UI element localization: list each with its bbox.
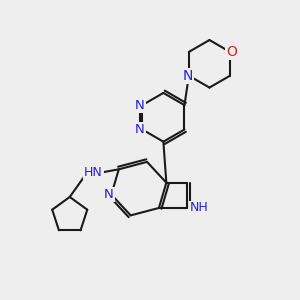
- Text: N: N: [104, 188, 114, 201]
- Text: N: N: [135, 99, 145, 112]
- Text: N: N: [135, 123, 145, 136]
- Text: O: O: [226, 45, 237, 59]
- Text: NH: NH: [190, 202, 208, 214]
- Text: HN: HN: [84, 166, 103, 179]
- Text: N: N: [182, 69, 193, 83]
